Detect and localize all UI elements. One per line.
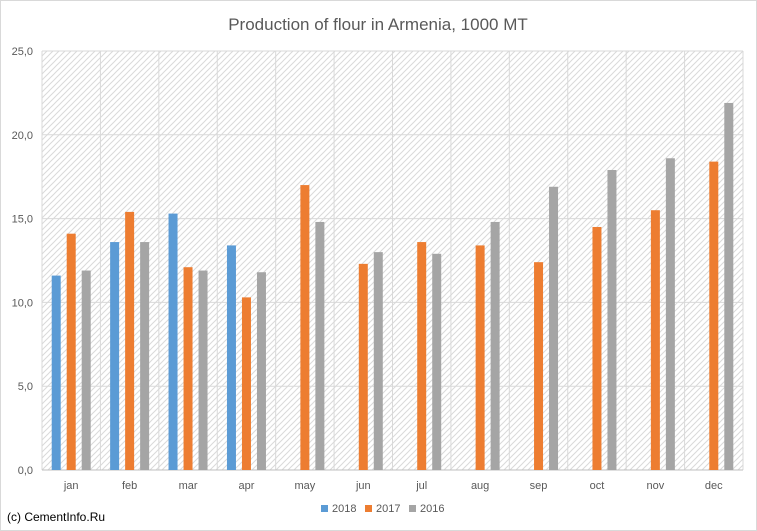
bar-2016-dec xyxy=(724,102,734,471)
gridlines xyxy=(41,50,744,471)
x-tick-label: apr xyxy=(239,480,255,492)
bar-2016-jan xyxy=(81,270,91,470)
x-tick-label: sep xyxy=(530,480,548,492)
x-tick-label: mar xyxy=(179,480,198,492)
y-tick-label: 25,0 xyxy=(12,46,33,58)
x-tick-label: aug xyxy=(471,480,489,492)
bar-2018-jan xyxy=(51,275,61,470)
x-tick-label: jul xyxy=(415,480,427,492)
bar-2017-dec xyxy=(709,161,719,470)
x-tick-label: nov xyxy=(647,480,665,492)
bar-2016-feb xyxy=(140,242,150,470)
legend-swatch-2016 xyxy=(409,505,416,512)
bars xyxy=(51,102,734,471)
x-tick-label: may xyxy=(294,480,315,492)
x-tick-label: feb xyxy=(122,480,137,492)
legend: 2018 2017 2016 xyxy=(321,503,444,515)
bar-2017-apr xyxy=(241,297,251,470)
bar-2017-jan xyxy=(66,233,76,470)
x-tick-label: jan xyxy=(63,480,79,492)
x-tick-label: oct xyxy=(590,480,605,492)
y-tick-label: 0,0 xyxy=(18,465,33,477)
bar-2016-mar xyxy=(198,270,208,470)
bar-2017-sep xyxy=(534,262,544,470)
x-tick-label: jun xyxy=(355,480,371,492)
bar-2016-aug xyxy=(490,221,500,470)
bar-2016-jun xyxy=(373,252,383,470)
bar-2017-jun xyxy=(358,263,368,470)
bar-2018-feb xyxy=(110,242,120,470)
bar-2017-nov xyxy=(650,210,660,470)
y-tick-label: 20,0 xyxy=(12,130,33,142)
legend-swatch-2018 xyxy=(321,505,328,512)
y-tick-label: 10,0 xyxy=(12,297,33,309)
bar-2017-jul xyxy=(417,242,427,470)
x-axis-ticks: jan feb mar apr may jun jul aug sep oct nov dec xyxy=(63,480,723,492)
bar-2016-may xyxy=(315,221,325,470)
x-tick-label: dec xyxy=(705,480,723,492)
bar-2016-nov xyxy=(665,158,675,471)
legend-swatch-2017 xyxy=(365,505,372,512)
bar-2017-may xyxy=(300,185,310,470)
bar-2016-sep xyxy=(549,186,559,471)
y-tick-label: 5,0 xyxy=(18,381,33,393)
bar-2016-apr xyxy=(256,272,266,470)
bar-2016-jul xyxy=(432,253,442,470)
legend-label-2018: 2018 xyxy=(332,503,356,515)
bar-2017-aug xyxy=(475,245,485,470)
legend-label-2016: 2016 xyxy=(420,503,444,515)
bar-2017-feb xyxy=(125,211,135,470)
bar-2016-oct xyxy=(607,169,617,470)
bar-2017-mar xyxy=(183,267,193,470)
chart-title: Production of flour in Armenia, 1000 MT xyxy=(228,15,528,34)
y-tick-label: 15,0 xyxy=(12,214,33,226)
y-axis-ticks: 0,0 5,0 10,0 15,0 20,0 25,0 xyxy=(12,46,33,477)
bar-2018-mar xyxy=(168,213,178,470)
bar-2017-oct xyxy=(592,226,602,470)
legend-label-2017: 2017 xyxy=(376,503,400,515)
credit-text: (c) CementInfo.Ru xyxy=(7,510,105,524)
bar-2018-apr xyxy=(226,245,236,470)
